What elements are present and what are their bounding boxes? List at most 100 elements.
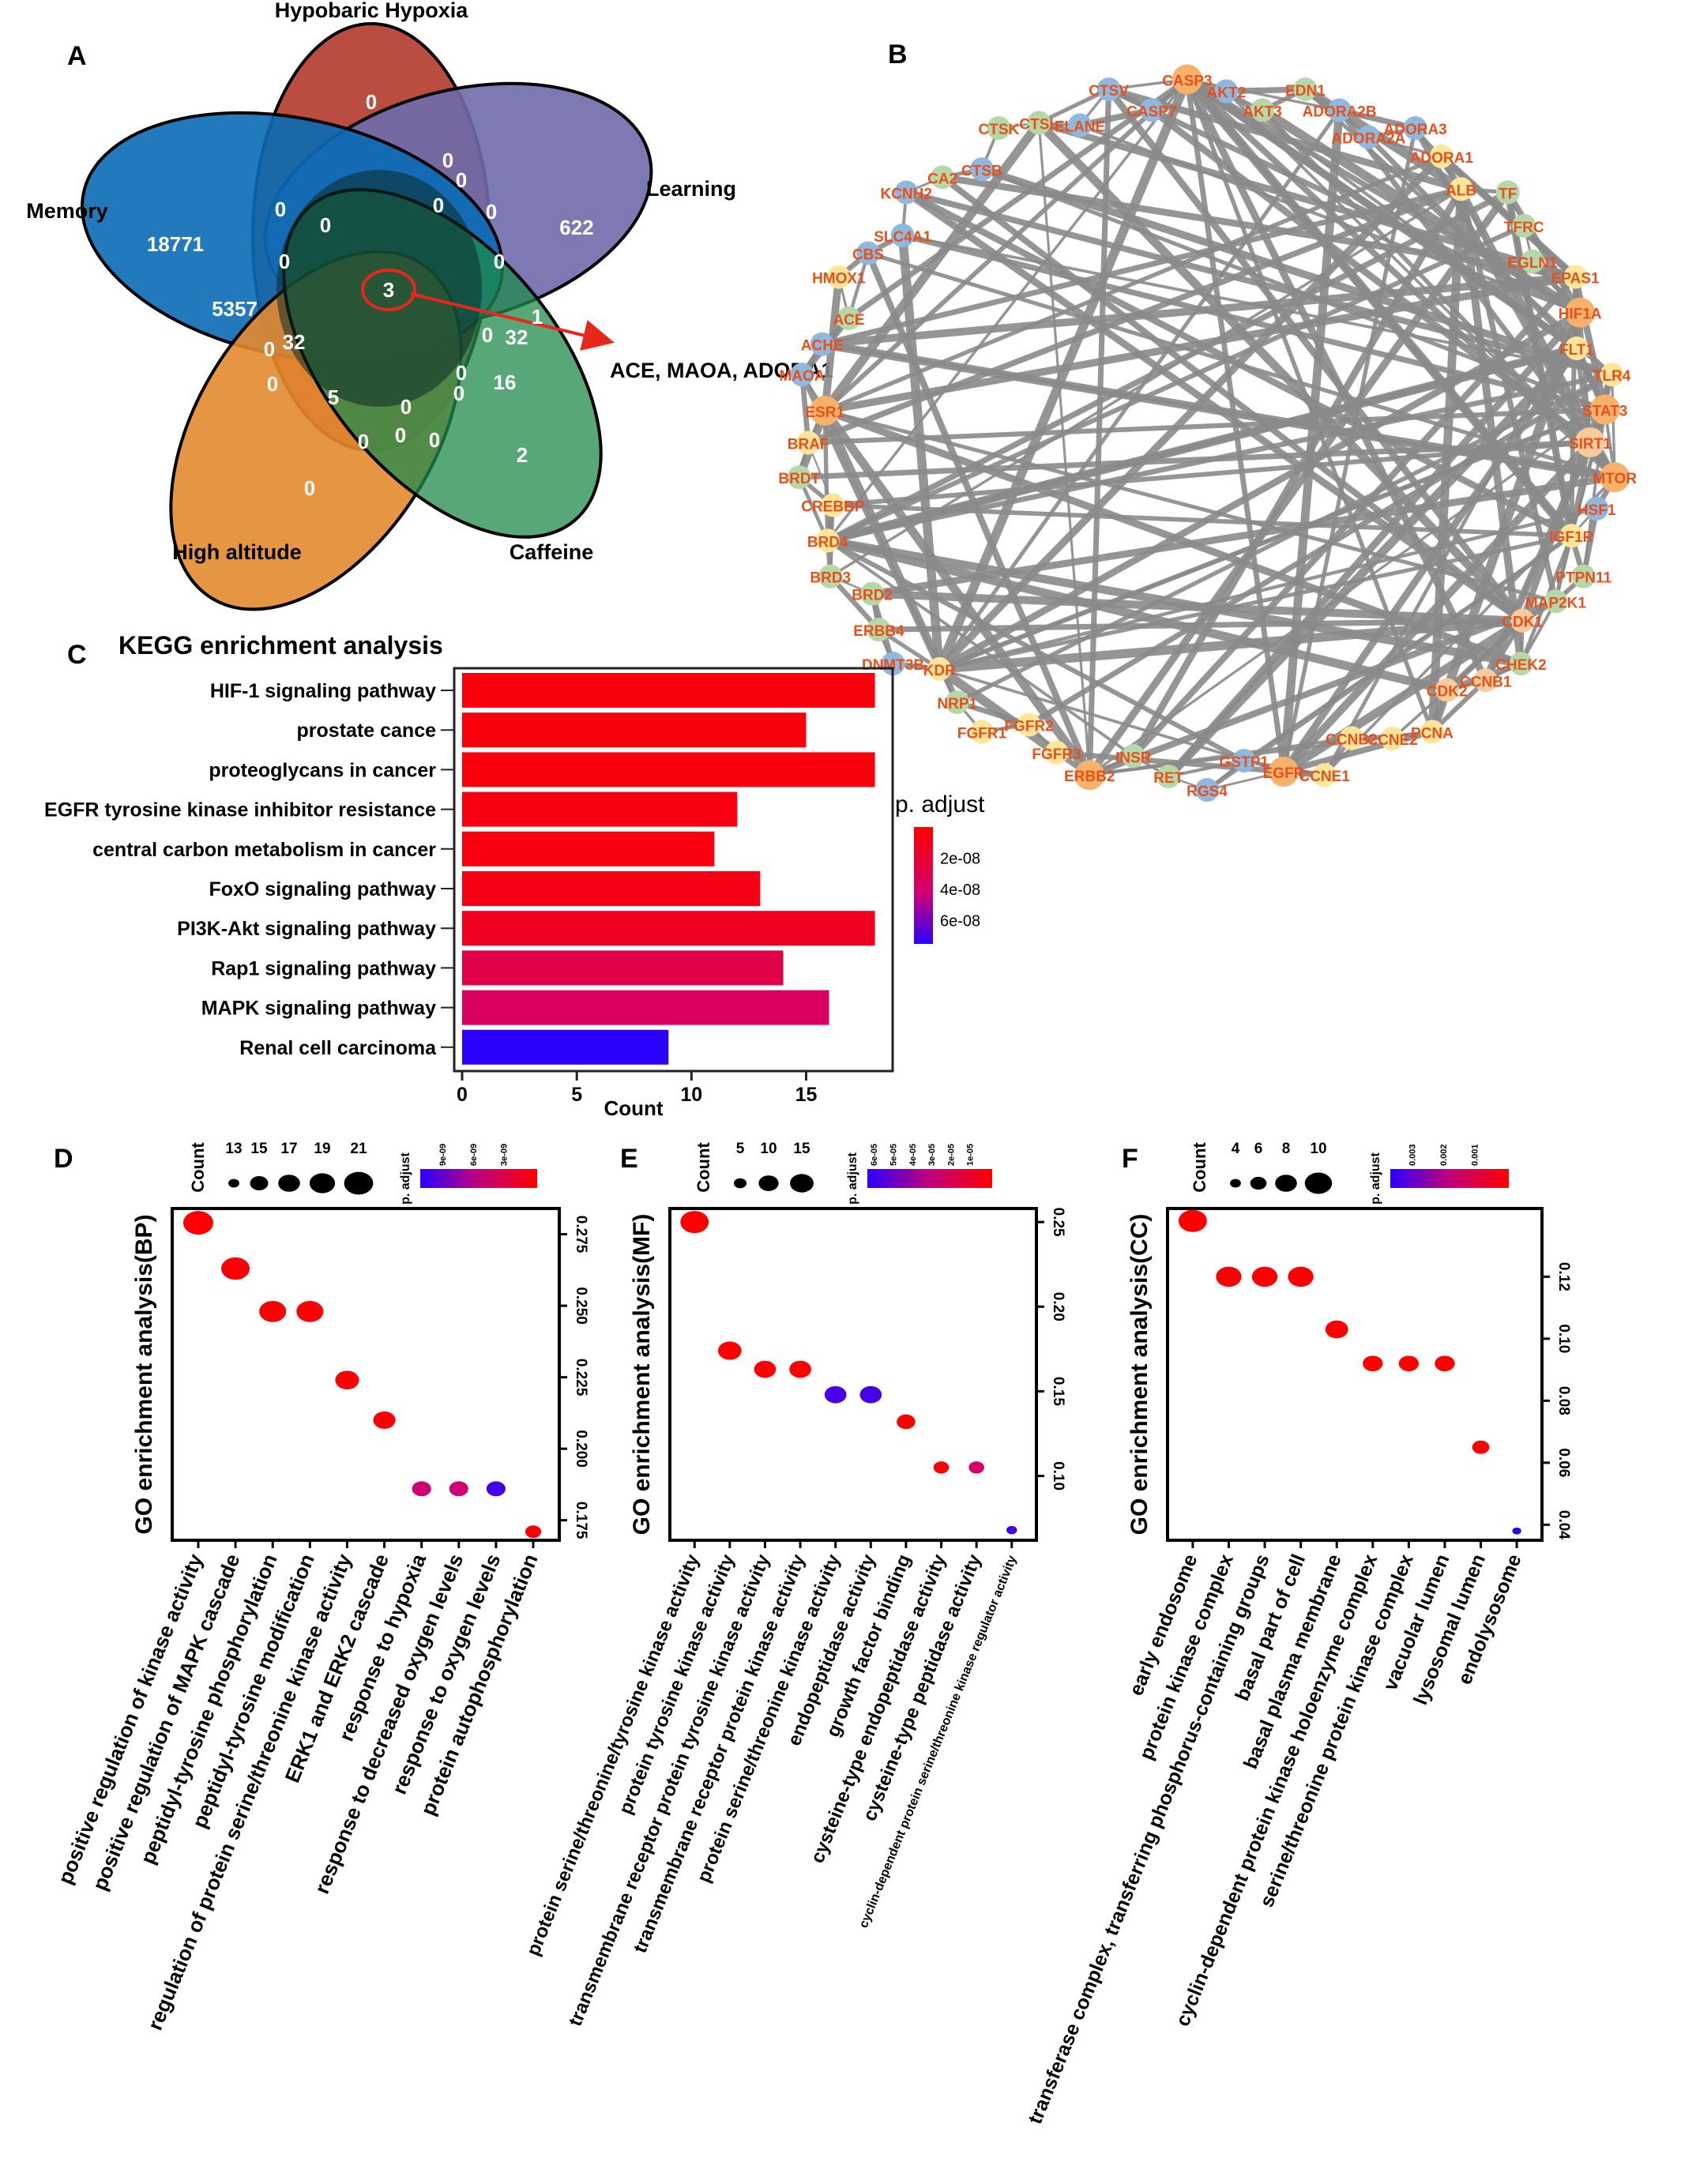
network-node-label: CTSB <box>961 163 1002 179</box>
network-edge <box>936 665 1059 757</box>
venn-count: 0 <box>482 323 493 347</box>
network-node-label: PTPN11 <box>1555 570 1611 587</box>
network-edge <box>1130 274 1578 759</box>
network-node <box>1544 589 1568 614</box>
network-edge <box>1079 107 1153 129</box>
network-node-label: MAP2K1 <box>1525 595 1587 611</box>
network-node <box>1435 678 1459 702</box>
network-node-label: AKT2 <box>1207 85 1247 102</box>
venn-count: 0 <box>267 372 278 396</box>
network-edge <box>824 154 1442 413</box>
kegg-bar <box>462 791 738 827</box>
network-node <box>1429 145 1453 169</box>
go-y-tick-label: 0.20 <box>1050 1292 1066 1321</box>
network-edge <box>799 439 1591 480</box>
go-y-tick-label: 0.275 <box>573 1216 589 1254</box>
network-node-label: ESR1 <box>805 404 844 421</box>
go-y-tick-label: 0.12 <box>1555 1262 1572 1291</box>
network-node <box>1339 726 1363 750</box>
network-edge <box>1226 86 1306 95</box>
go-count-legend-dot <box>733 1178 747 1189</box>
network-node <box>1420 720 1444 744</box>
network-edge <box>1281 617 1525 776</box>
network-node-label: CCNE2 <box>1367 732 1417 749</box>
network-node <box>1589 394 1620 425</box>
go-plot-frame <box>668 1207 1038 1542</box>
network-node-label: CCNE1 <box>1299 769 1350 785</box>
go-count-legend-dot <box>250 1176 269 1190</box>
go-dot <box>412 1481 431 1497</box>
venn-count: 32 <box>506 325 528 349</box>
kegg-category-label: PI3K-Akt signaling pathway <box>177 918 436 940</box>
network-edge <box>1430 679 1487 734</box>
network-node <box>815 528 840 553</box>
go-dot <box>1398 1355 1420 1372</box>
network-node <box>1139 98 1164 122</box>
kegg-legend-title: p. adjust <box>895 791 985 818</box>
panel-f-letter: F <box>1122 1144 1138 1174</box>
network-node <box>1232 749 1256 773</box>
network-edge <box>938 616 1523 674</box>
network-node <box>1293 77 1318 102</box>
network-node-label: FGFR2 <box>1004 718 1053 735</box>
network-edge <box>822 273 1576 348</box>
go-padjust-colorbar <box>1390 1169 1509 1188</box>
panel-e-letter: E <box>620 1144 638 1174</box>
kegg-category-labels: HIF-1 signaling pathway prostate cance pro… <box>44 680 454 1059</box>
venn-count: 0 <box>429 428 440 452</box>
go-dot <box>968 1461 984 1474</box>
network-node <box>818 564 843 588</box>
network-node <box>1510 608 1535 633</box>
kegg-x-tick-label: 15 <box>795 1084 818 1106</box>
go-y-tick-label: 0.250 <box>573 1287 589 1325</box>
network-node <box>1449 177 1473 201</box>
go-y-tick-label: 0.10 <box>1555 1324 1572 1353</box>
kegg-bar <box>462 673 875 708</box>
go-padjust-legend-label: 3e-05 <box>927 1144 937 1166</box>
go-count-legend-label: 10 <box>760 1141 777 1157</box>
venn-count: 0 <box>366 90 377 114</box>
network-node <box>1520 250 1544 274</box>
network-node-label: ADORA1 <box>1410 150 1474 167</box>
panel-c-letter: C <box>67 640 87 670</box>
network-node <box>1250 98 1275 122</box>
go-dot <box>486 1481 506 1497</box>
go-count-legend-title: Count <box>188 1142 208 1193</box>
network-node <box>1473 668 1498 693</box>
network-node <box>1214 79 1239 103</box>
network-node <box>1096 77 1121 102</box>
go-dot <box>1251 1266 1278 1287</box>
network-node-label: CDK2 <box>1427 684 1468 701</box>
go-dot <box>525 1525 542 1539</box>
network-edge <box>1088 598 1557 779</box>
panel-e-go-mf: E 0.25 0.20 0.15 0.10 GO enrichment analysis… <box>522 1141 1066 2029</box>
go-dot <box>296 1300 324 1322</box>
kegg-x-axis-label: Count <box>604 1096 663 1120</box>
network-node-label: CBS <box>852 246 884 263</box>
go-plot-frame <box>171 1207 561 1542</box>
kegg-x-tick-label: 5 <box>571 1084 582 1106</box>
go-dot <box>1512 1527 1521 1535</box>
go-padjust-legend-label: 4e-05 <box>908 1144 918 1166</box>
go-count-legend-title: Count <box>1190 1142 1209 1193</box>
network-node <box>1027 111 1051 135</box>
go-y-tick-label: 0.08 <box>1555 1386 1572 1415</box>
go-count-legend-dot <box>344 1171 374 1195</box>
kegg-x-tick-label: 10 <box>680 1084 702 1106</box>
venn-count: 1 <box>532 305 543 329</box>
network-node <box>821 493 845 517</box>
go-y-axis-title: GO enrichment analysis(CC) <box>1126 1214 1153 1536</box>
network-edge <box>1610 374 1616 478</box>
network-node-label: GSTP1 <box>1220 754 1269 771</box>
go-dot <box>182 1211 214 1235</box>
network-node-label: CASP7 <box>1126 103 1176 120</box>
network-node <box>890 224 915 248</box>
network-node <box>1269 756 1299 787</box>
venn-count: 0 <box>442 148 453 172</box>
network-edge <box>1439 154 1578 279</box>
go-y-tick-label: 0.200 <box>573 1430 589 1468</box>
network-node-label: CTSK <box>979 122 1020 138</box>
network-node-label: SLC4A1 <box>874 229 931 246</box>
go-count-legend-label: 21 <box>350 1141 367 1157</box>
network-node-label: ADORA3 <box>1384 122 1447 138</box>
